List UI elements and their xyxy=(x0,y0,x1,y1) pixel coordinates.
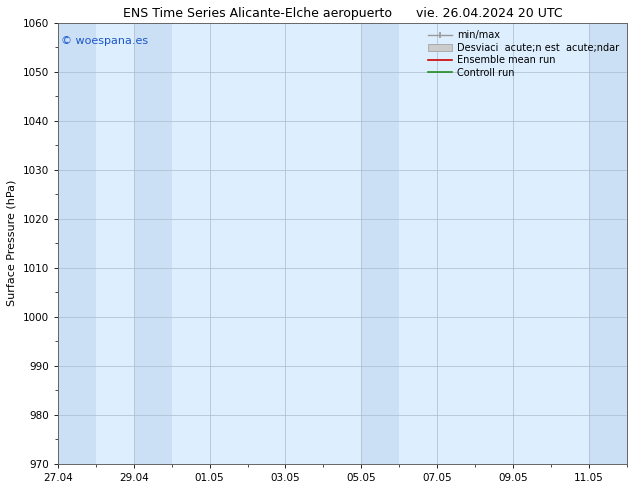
Legend: min/max, Desviaci  acute;n est  acute;ndar, Ensemble mean run, Controll run: min/max, Desviaci acute;n est acute;ndar… xyxy=(425,27,622,80)
Bar xyxy=(589,23,627,464)
Bar xyxy=(134,23,172,464)
Bar xyxy=(361,23,399,464)
Text: © woespana.es: © woespana.es xyxy=(61,36,148,46)
Bar xyxy=(58,23,96,464)
Title: ENS Time Series Alicante-Elche aeropuerto      vie. 26.04.2024 20 UTC: ENS Time Series Alicante-Elche aeropuert… xyxy=(122,7,562,20)
Y-axis label: Surface Pressure (hPa): Surface Pressure (hPa) xyxy=(7,180,17,306)
